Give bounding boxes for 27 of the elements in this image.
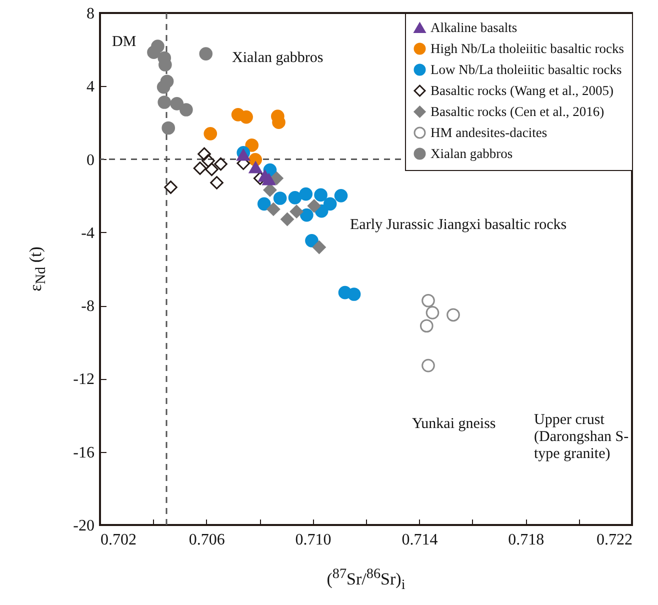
y-tick-label: 4 [86, 78, 94, 96]
annotation: Xialan gabbros [232, 50, 324, 67]
y-tick-label: -8 [81, 298, 94, 316]
legend-label: Low Nb/La tholeiitic basaltic rocks [430, 62, 622, 77]
y-tick-label: 0 [86, 152, 94, 169]
legend-label: Xialan gabbros [430, 146, 513, 161]
x-tick-label: 0.706 [188, 532, 225, 548]
x-tick-label: 0.718 [508, 532, 544, 548]
y-tick-label: -4 [81, 224, 94, 242]
annotation: Upper crust (Darongshan S-type granite) [534, 412, 630, 463]
legend-label: High Nb/La tholeiitic basaltic rocks [430, 40, 624, 56]
x-tick-label: 0.722 [596, 532, 632, 548]
legend-label: Basaltic rocks (Cen et al., 2016) [430, 104, 604, 119]
y-tick-label: -20 [73, 518, 94, 534]
y-tick-label: -12 [73, 371, 94, 388]
annotation: Early Jurassic Jiangxi basaltic rocks [350, 217, 567, 234]
x-tick-label: 0.702 [100, 532, 136, 548]
annotation: DM [112, 34, 136, 51]
legend-label: HM andesites-dacites [430, 124, 548, 140]
x-tick-label: 0.710 [295, 532, 332, 548]
y-tick-label: -16 [73, 444, 94, 462]
legend-label: Basaltic rocks (Wang et al., 2005) [430, 82, 614, 98]
y-tick-label: 8 [86, 6, 94, 22]
x-axis-title: ($^{87}$Sr/$^{86}$Sr)$_{i}$ [326, 566, 406, 594]
x-tick-label: 0.714 [402, 532, 438, 548]
legend-label: Alkaline basalts [430, 20, 518, 35]
annotation: Yunkai gneiss [412, 416, 496, 433]
